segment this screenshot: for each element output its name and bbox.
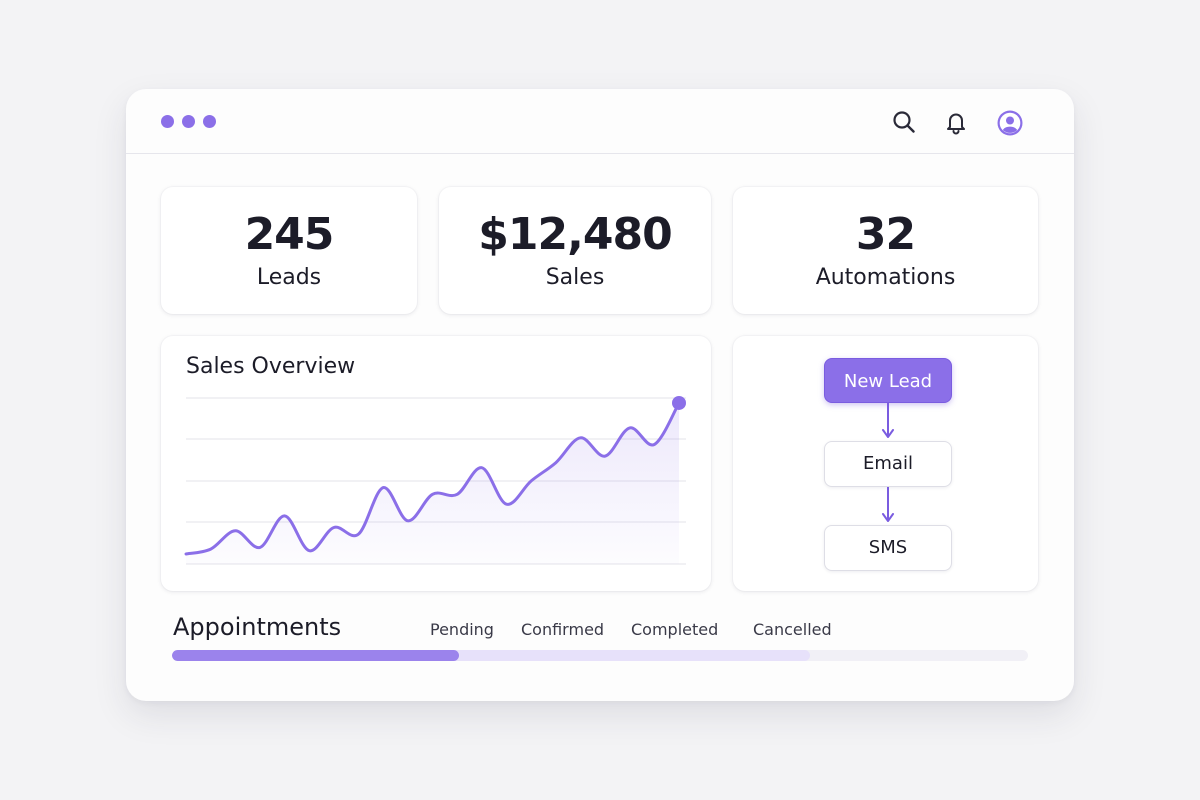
stat-card-sales[interactable]: $12,480 Sales (439, 187, 711, 314)
window-dot-2[interactable] (182, 115, 195, 128)
title-bar (126, 89, 1074, 154)
flow-node-new-lead[interactable]: New Lead (824, 358, 952, 403)
progress-secondary-fill (172, 650, 810, 661)
progress-primary-fill (172, 650, 459, 661)
bell-icon[interactable] (943, 109, 969, 135)
stat-value: 32 (855, 209, 916, 260)
automation-flow-card: New Lead Email SMS (733, 336, 1038, 591)
flow-arrow-down-icon (882, 403, 894, 438)
stat-label: Leads (256, 265, 322, 290)
sales-line-chart (184, 395, 686, 565)
status-completed[interactable]: Completed (631, 620, 719, 639)
stat-label: Automations (815, 265, 956, 290)
window-dot-1[interactable] (161, 115, 174, 128)
status-pending[interactable]: Pending (430, 620, 494, 639)
stat-value: $12,480 (478, 209, 672, 260)
chart-series-line (184, 401, 681, 556)
flow-node-sms[interactable]: SMS (824, 525, 952, 571)
sales-overview-card: Sales Overview (161, 336, 711, 591)
status-cancelled[interactable]: Cancelled (753, 620, 832, 639)
status-confirmed[interactable]: Confirmed (521, 620, 605, 639)
window-dot-3[interactable] (203, 115, 216, 128)
flow-node-email[interactable]: Email (824, 441, 952, 487)
appointments-progress-bar (172, 650, 1028, 661)
stat-label: Sales (545, 265, 605, 290)
search-icon[interactable] (891, 109, 917, 135)
chart-area-fill (186, 403, 679, 564)
chart-last-point[interactable] (672, 395, 686, 410)
chart-title: Sales Overview (186, 354, 356, 379)
flow-arrow-down-icon (882, 487, 894, 522)
stat-card-automations[interactable]: 32 Automations (733, 187, 1038, 314)
stat-card-leads[interactable]: 245 Leads (161, 187, 417, 314)
stat-value: 245 (244, 209, 335, 260)
user-avatar-icon[interactable] (996, 109, 1023, 136)
appointments-title: Appointments (173, 613, 342, 641)
